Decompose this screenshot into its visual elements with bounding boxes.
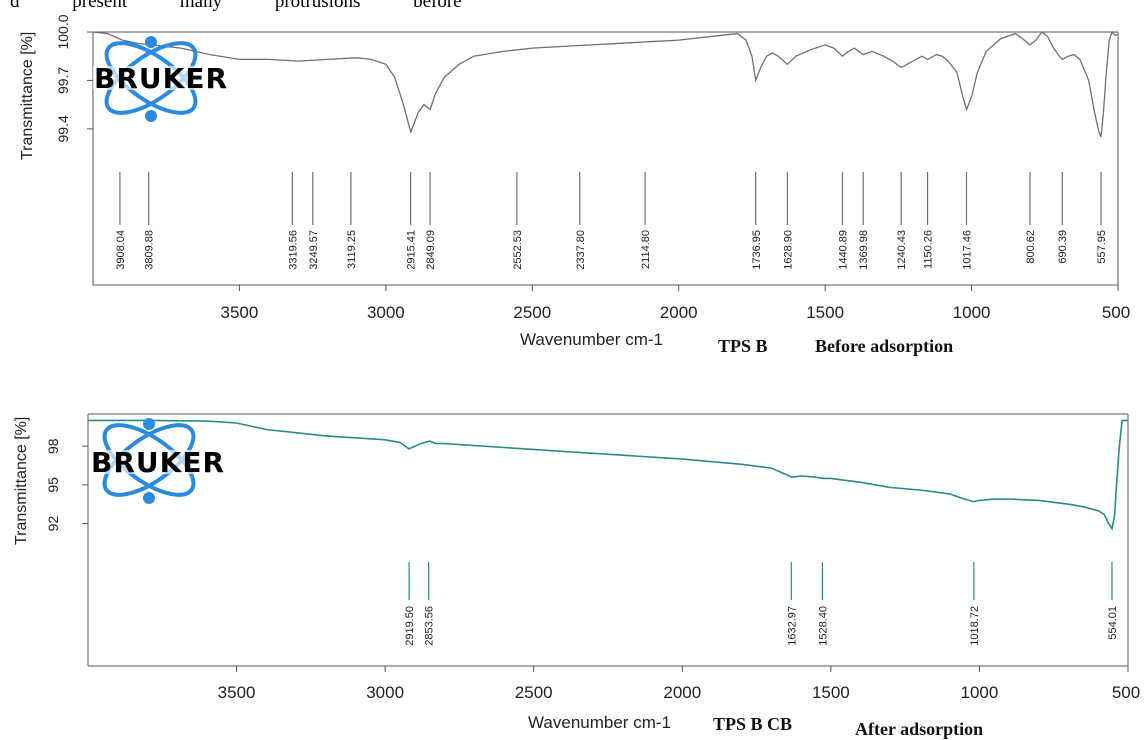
x-tick-label: 3500 xyxy=(218,683,256,702)
x-axis-label: Wavenumber cm-1 xyxy=(520,330,663,349)
header-word: d xyxy=(10,0,20,12)
peak-label: 800.62 xyxy=(1025,230,1037,264)
y-axis-label: Transmittance [%] xyxy=(19,32,36,160)
peak-label: 554.01 xyxy=(1107,606,1119,640)
y-tick-label: 100.0 xyxy=(55,14,71,49)
atom-orbit-icon xyxy=(104,36,198,122)
header-word: protrusions xyxy=(274,0,361,12)
peak-label: 2337.80 xyxy=(575,230,587,270)
chart-after-adsorption: 3500 3000 2500 2000 1500 1000 500 98 95 92 2919.… xyxy=(13,413,1140,739)
x-tick-label: 1000 xyxy=(961,683,999,702)
bruker-logo: BRUKER xyxy=(93,36,266,122)
x-tick-label: 3000 xyxy=(367,303,405,322)
x-ticks: 3500 3000 2500 2000 1500 1000 500 xyxy=(221,285,1130,322)
x-tick-label: 500 xyxy=(1112,683,1140,702)
caption-state: After adsorption xyxy=(855,719,983,739)
x-tick-label: 2500 xyxy=(515,683,553,702)
peak-label: 3119.25 xyxy=(346,230,358,269)
peak-markers: 2919.50 2853.56 1632.97 1528.40 1018.72 554.0… xyxy=(404,562,1119,646)
y-axis-label: Transmittance [%] xyxy=(13,417,30,545)
y-tick-label: 98 xyxy=(45,438,61,454)
peak-label: 1369.98 xyxy=(858,230,870,270)
peak-label: 1150.26 xyxy=(923,230,935,269)
caption-state: Before adsorption xyxy=(815,336,953,356)
x-tick-label: 3000 xyxy=(366,683,404,702)
x-axis-label: Wavenumber cm-1 xyxy=(528,713,671,732)
peak-label: 2853.56 xyxy=(424,606,436,646)
peak-label: 1018.72 xyxy=(969,606,981,646)
logo-text: BRUKER xyxy=(91,446,225,479)
peak-label: 2919.50 xyxy=(404,606,416,646)
peak-label: 1632.97 xyxy=(786,606,798,646)
peak-label: 2552.53 xyxy=(512,230,524,270)
peak-label: 2114.80 xyxy=(640,230,652,269)
logo-text: BRUKER xyxy=(94,62,228,95)
chart-before-adsorption: 3500 3000 2500 2000 1500 1000 500 100.0 99.7 99.… xyxy=(19,14,1130,356)
peak-label: 3908.04 xyxy=(115,230,127,270)
peak-label: 1240.43 xyxy=(896,230,908,270)
header-word: many xyxy=(179,0,223,12)
y-ticks: 100.0 99.7 99.4 xyxy=(55,14,93,142)
x-tick-label: 3500 xyxy=(221,303,259,322)
spectrum-line-before xyxy=(92,30,1118,138)
x-tick-label: 1500 xyxy=(806,303,844,322)
peak-label: 1528.40 xyxy=(817,606,829,646)
x-tick-label: 2000 xyxy=(663,683,701,702)
peak-label: 557.95 xyxy=(1096,230,1108,264)
atom-orbit-icon xyxy=(102,418,196,504)
x-tick-label: 2000 xyxy=(660,303,698,322)
peak-label: 690.39 xyxy=(1057,230,1069,264)
y-ticks: 98 95 92 xyxy=(45,438,88,531)
x-tick-label: 500 xyxy=(1102,303,1130,322)
peak-label: 3809.88 xyxy=(144,230,156,270)
y-tick-label: 95 xyxy=(45,477,61,493)
peak-markers: 3908.04 3809.88 3319.56 3249.57 3119.25 2915.… xyxy=(115,172,1108,270)
logo-text-backdrop xyxy=(90,450,263,474)
spectrum-line-after xyxy=(88,419,1128,531)
y-tick-label: 99.7 xyxy=(55,67,71,94)
peak-label: 1440.89 xyxy=(837,230,849,270)
peak-label: 2849.09 xyxy=(425,230,437,270)
peak-label: 1628.90 xyxy=(782,230,794,270)
logo-text-backdrop xyxy=(93,66,266,90)
peak-label: 1017.46 xyxy=(961,230,973,270)
caption-sample: TPS B xyxy=(718,336,768,356)
bruker-logo: BRUKER xyxy=(90,418,263,504)
peak-label: 3319.56 xyxy=(287,230,299,270)
y-tick-label: 99.4 xyxy=(55,115,71,142)
header-word: before xyxy=(413,0,462,12)
peak-label: 2915.41 xyxy=(406,230,418,270)
x-tick-label: 2500 xyxy=(513,303,551,322)
header-text-line: d present many protrusions before xyxy=(10,0,1130,13)
caption-sample: TPS B CB xyxy=(713,714,792,734)
x-tick-label: 1500 xyxy=(812,683,850,702)
x-ticks: 3500 3000 2500 2000 1500 1000 500 xyxy=(218,666,1140,702)
peak-label: 1736.95 xyxy=(751,230,763,270)
header-word: present xyxy=(72,0,128,12)
y-tick-label: 92 xyxy=(45,516,61,532)
peak-label: 3249.57 xyxy=(308,230,320,270)
x-tick-label: 1000 xyxy=(953,303,991,322)
